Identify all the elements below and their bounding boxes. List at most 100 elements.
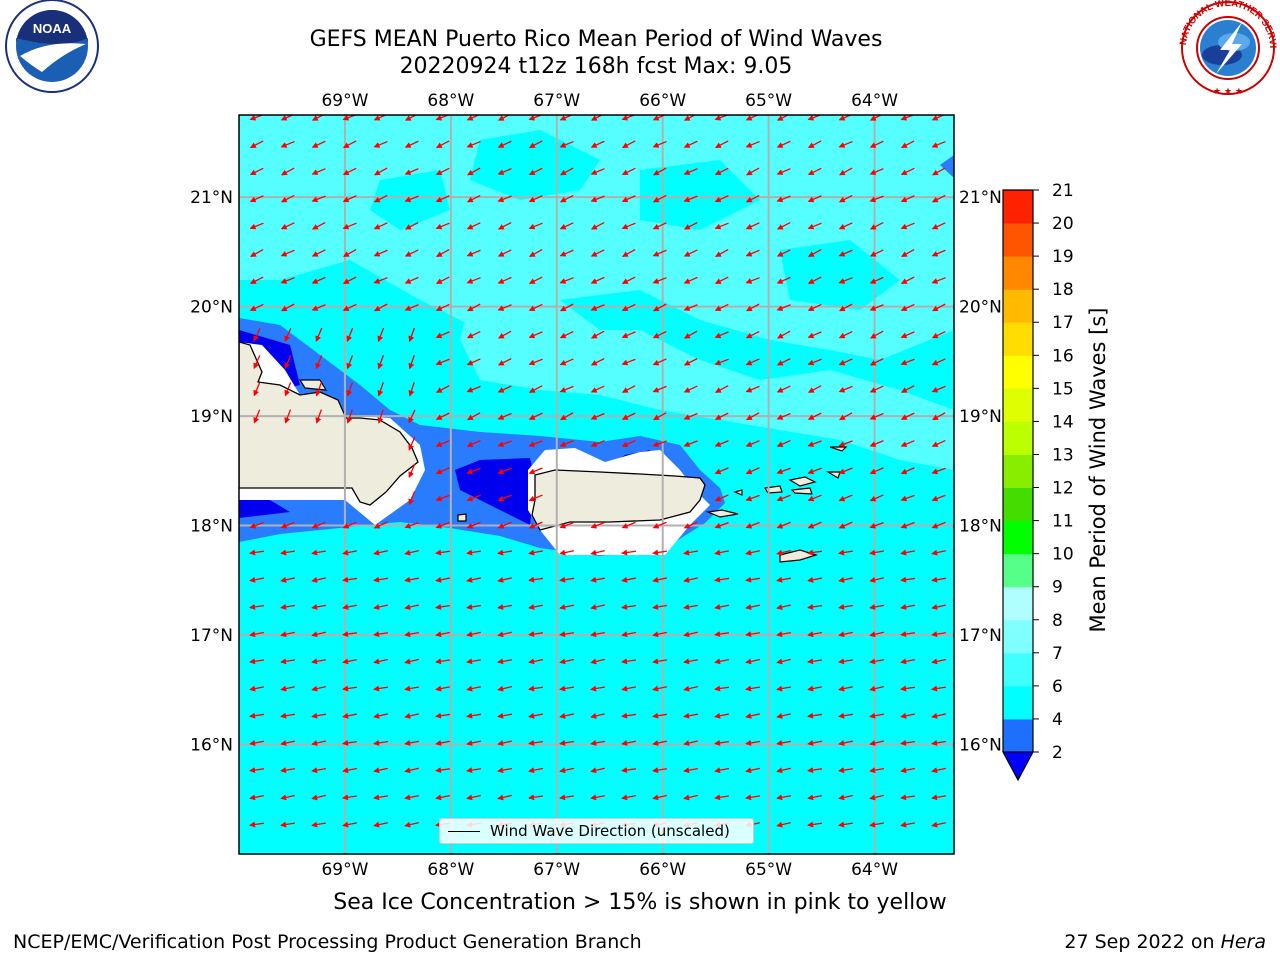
wave-direction-arrow (284, 355, 292, 370)
wave-direction-arrow (931, 358, 946, 366)
wave-direction-arrow (869, 140, 884, 148)
colorbar-segment (1003, 322, 1033, 356)
wave-direction-arrow (869, 685, 884, 692)
wave-direction-arrow (869, 821, 885, 828)
wave-direction-arrow (590, 221, 605, 230)
wave-direction-arrow (435, 685, 450, 692)
wave-direction-arrow (560, 167, 574, 176)
wave-direction-arrow (435, 331, 450, 339)
wave-direction-arrow (311, 195, 326, 203)
wave-direction-arrow (652, 140, 667, 148)
wave-direction-arrow (900, 658, 915, 665)
wave-direction-arrow (404, 576, 420, 583)
wave-direction-arrow (776, 412, 791, 420)
wave-direction-arrow (466, 330, 481, 339)
wave-direction-arrow (435, 576, 450, 583)
wave-direction-arrow (280, 222, 295, 230)
wave-direction-arrow (776, 467, 791, 475)
wave-direction-arrow (373, 140, 388, 148)
wave-direction-arrow (280, 740, 295, 746)
wave-direction-arrow (931, 658, 946, 665)
wave-direction-arrow (435, 440, 450, 447)
wave-direction-arrow (404, 658, 419, 665)
wave-direction-arrow (529, 249, 543, 257)
wave-direction-arrow (745, 549, 760, 556)
wave-direction-arrow (900, 631, 916, 638)
wave-direction-arrow (497, 412, 512, 420)
wave-direction-arrow (900, 821, 915, 828)
wave-direction-arrow (776, 521, 791, 529)
wave-direction-arrow (311, 249, 326, 257)
wave-direction-arrow (498, 330, 512, 339)
wave-direction-arrow (249, 549, 265, 556)
wave-direction-arrow (745, 794, 761, 801)
wave-direction-arrow (807, 276, 822, 284)
wave-direction-arrow (559, 140, 574, 148)
wave-direction-arrow (528, 521, 543, 529)
wave-direction-arrow (435, 794, 450, 801)
wave-direction-arrow (776, 249, 791, 257)
wave-direction-arrow (284, 382, 292, 397)
wave-direction-arrow (621, 549, 637, 556)
wave-direction-arrow (435, 549, 451, 556)
wave-direction-arrow (342, 140, 357, 149)
wave-direction-arrow (559, 739, 575, 746)
noaa-logo: NOAA (5, 0, 99, 93)
wave-direction-arrow (869, 467, 884, 475)
wave-direction-arrow (838, 549, 854, 556)
wave-direction-arrow (807, 494, 822, 502)
lat-tick-right: 17°N (959, 626, 1002, 646)
wave-direction-arrow (900, 222, 915, 230)
wave-direction-arrow (931, 303, 946, 312)
wave-direction-arrow (714, 604, 729, 610)
date-text: 27 Sep 2022 on (1064, 931, 1221, 953)
wave-direction-arrow (807, 195, 822, 203)
wave-direction-arrow (404, 794, 420, 801)
wave-direction-arrow (559, 358, 574, 366)
wave-direction-arrow (280, 821, 296, 828)
wave-direction-arrow (342, 658, 357, 665)
wave-direction-arrow (528, 631, 544, 638)
wave-direction-arrow (714, 303, 729, 311)
wave-direction-arrow (528, 303, 543, 311)
lat-tick-left: 18°N (190, 517, 233, 537)
wind-wave-arrows (249, 115, 947, 828)
wave-direction-arrow (621, 603, 637, 610)
wave-direction-arrow (249, 767, 265, 774)
svg-text:★ ★ ★: ★ ★ ★ (1213, 87, 1243, 97)
wave-direction-arrow (404, 195, 419, 203)
wave-direction-arrow (621, 385, 636, 393)
lat-tick-right: 19°N (959, 407, 1002, 427)
wave-direction-arrow (652, 330, 667, 339)
wave-direction-arrow (435, 658, 451, 665)
lat-tick-right: 18°N (959, 517, 1002, 537)
lon-tick-bottom: 66°W (639, 860, 686, 880)
wave-direction-arrow (559, 767, 574, 774)
wave-direction-arrow (714, 767, 729, 774)
wave-direction-arrow (528, 576, 544, 583)
wave-direction-arrow (869, 195, 884, 203)
hispaniola-land (239, 341, 419, 506)
wave-direction-arrow (714, 358, 729, 366)
wave-direction-arrow (683, 740, 698, 746)
wave-direction-arrow (342, 604, 357, 610)
wave-direction-arrow (528, 195, 543, 203)
colorbar-tick-label: 10 (1052, 545, 1074, 565)
wave-direction-arrow (869, 358, 884, 366)
wave-direction-arrow (404, 221, 419, 230)
wave-direction-arrow (714, 739, 730, 746)
wave-direction-arrow (342, 276, 357, 284)
wave-direction-arrow (497, 249, 512, 257)
wave-direction-arrow (745, 330, 760, 339)
wave-direction-arrow (497, 140, 512, 148)
wave-direction-arrow (373, 821, 388, 828)
wave-direction-arrow (315, 355, 323, 370)
wave-direction-arrow (869, 115, 883, 121)
wave-direction-arrow (466, 303, 481, 312)
wave-direction-arrow (777, 330, 791, 339)
wave-direction-arrow (652, 603, 668, 610)
wave-direction-arrow (280, 658, 296, 665)
wave-direction-arrow (311, 794, 326, 801)
wave-direction-arrow (839, 167, 853, 176)
wave-direction-arrow (683, 521, 698, 529)
